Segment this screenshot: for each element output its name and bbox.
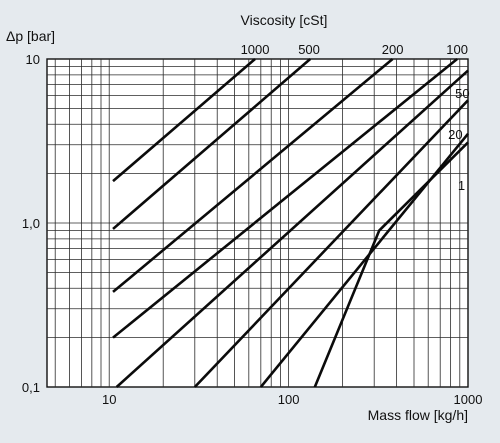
x-tick-label: 1000 [454,392,483,407]
curve-label: 100 [446,42,468,57]
curve-label: 1 [458,178,465,193]
curve-labels: 1000 500 200 100 50 20 1 [241,42,470,193]
curve-label: 1000 [241,42,270,57]
y-tick-label: 0,1 [22,380,40,395]
y-axis-title: Δp [bar] [6,28,55,44]
top-axis-title: Viscosity [cSt] [241,12,328,28]
curves [112,57,470,388]
x-axis-title: Mass flow [kg/h] [368,407,468,423]
tick-labels: 10 100 1000 0,1 1,0 10 [22,52,483,407]
series-line-6 [193,99,469,388]
series-line-5 [115,69,469,388]
y-tick-label: 1,0 [22,216,40,231]
curve-label: 20 [448,127,462,142]
series-line-3 [112,58,394,293]
x-tick-label: 10 [102,392,116,407]
series-line-1 [112,58,256,183]
y-tick-label: 10 [26,52,40,67]
series-line-8 [313,141,469,388]
series-line-2 [112,58,312,230]
series-line-4 [112,57,458,339]
curve-label: 50 [455,86,469,101]
curve-label: 500 [298,42,320,57]
x-tick-label: 100 [278,392,300,407]
grid-lines [47,59,468,387]
curve-label: 200 [382,42,404,57]
